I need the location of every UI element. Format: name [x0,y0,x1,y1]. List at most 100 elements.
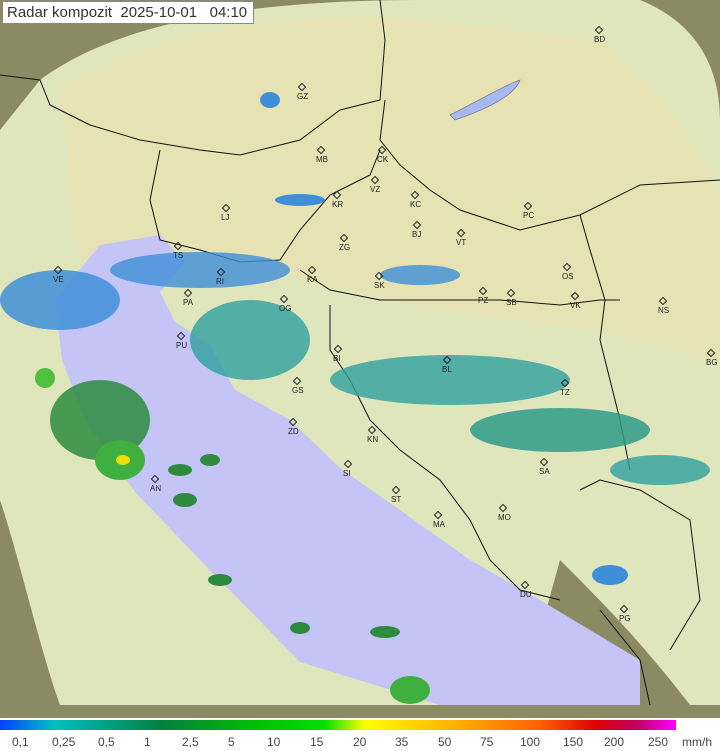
city-label: VE [53,275,64,284]
city-marker-icon [292,376,302,386]
legend-tick: 20 [353,735,367,749]
city-label: PG [619,614,631,623]
legend-tick: 10 [267,735,281,749]
city-label: VZ [370,185,380,194]
city-markers: BD GZ MB CK VZ KR KC LJ PC BJ ZG VT TS VE RI KA SK OS PA PZ… [53,25,718,623]
city-mb: MB [316,145,328,164]
city-gz: GZ [297,82,308,101]
city-label: KN [367,435,378,444]
city-lj: LJ [221,203,231,222]
city-bj: BJ [412,220,421,239]
city-marker-icon [216,267,226,277]
city-marker-icon [333,344,343,354]
city-marker-icon [433,510,443,520]
city-marker-icon [498,503,508,513]
city-ve: VE [53,265,64,284]
city-marker-icon [478,286,488,296]
legend-tick: 250 [648,735,669,749]
city-marker-icon [658,296,668,306]
city-ts: TS [173,241,183,260]
legend-unit: mm/h [682,735,712,749]
city-marker-icon [523,201,533,211]
city-zd: ZD [288,417,299,436]
city-label: OG [279,304,291,313]
land-north [60,17,720,360]
legend-tick: 0,25 [52,735,76,749]
city-bl: BL [442,355,452,374]
city-marker-icon [442,355,452,365]
city-zg: ZG [339,233,350,252]
city-marker-icon [288,417,298,427]
city-du: DU [520,580,532,599]
city-label: NS [658,306,669,315]
city-marker-icon [332,190,342,200]
city-label: ZD [288,427,299,436]
city-marker-icon [619,604,629,614]
precipitation-color-scale [0,720,676,730]
city-label: SI [343,469,351,478]
city-label: SK [374,281,385,290]
city-marker-icon [374,271,384,281]
radar-map: BD GZ MB CK VZ KR KC LJ PC BJ ZG VT TS VE RI KA SK OS PA PZ… [0,0,720,718]
city-marker-icon [370,175,380,185]
city-pg: PG [619,604,631,623]
city-pc: PC [523,201,534,220]
legend-tick: 50 [438,735,452,749]
city-label: BI [333,354,341,363]
city-label: BD [594,35,605,44]
city-label: ZG [339,243,350,252]
city-label: BG [706,358,718,367]
city-marker-icon [377,145,387,155]
city-label: AN [150,484,161,493]
city-ns: NS [658,296,669,315]
city-bg: BG [706,348,718,367]
city-label: BJ [412,230,421,239]
city-ck: CK [377,145,389,164]
city-label: GZ [297,92,308,101]
city-marker-icon [176,331,186,341]
city-marker-icon [183,288,193,298]
city-kn: KN [367,425,378,444]
city-label: TZ [560,388,570,397]
city-label: OS [562,272,574,281]
city-label: PU [176,341,187,350]
city-marker-icon [594,25,604,35]
city-marker-icon [173,241,183,251]
city-sa: SA [539,457,550,476]
city-label: TS [173,251,183,260]
legend-tick: 200 [604,735,625,749]
city-label: RI [216,277,224,286]
city-label: VK [570,301,581,310]
city-label: PZ [478,296,488,305]
city-marker-icon [367,425,377,435]
city-marker-icon [339,233,349,243]
city-label: GS [292,386,304,395]
city-label: CK [377,155,389,164]
city-label: MA [433,520,446,529]
legend-tick: 100 [520,735,541,749]
city-pu: PU [176,331,187,350]
city-marker-icon [706,348,716,358]
city-marker-icon [562,262,572,272]
city-label: MB [316,155,328,164]
city-label: KR [332,200,343,209]
city-marker-icon [410,190,420,200]
legend-tick: 0,1 [12,735,29,749]
city-label: MO [498,513,511,522]
city-marker-icon [316,145,326,155]
city-marker-icon [297,82,307,92]
legend-tick: 0,5 [98,735,115,749]
city-vz: VZ [370,175,380,194]
city-marker-icon [560,378,570,388]
city-marker-icon [343,459,353,469]
city-marker-icon [539,457,549,467]
city-marker-icon [150,474,160,484]
city-gs: GS [292,376,304,395]
city-marker-icon [570,291,580,301]
legend-tick: 2,5 [182,735,199,749]
legend-tick: 35 [395,735,409,749]
legend-tick: 1 [144,735,151,749]
city-label: PC [523,211,534,220]
city-tz: TZ [560,378,570,397]
city-label: KA [307,275,318,284]
